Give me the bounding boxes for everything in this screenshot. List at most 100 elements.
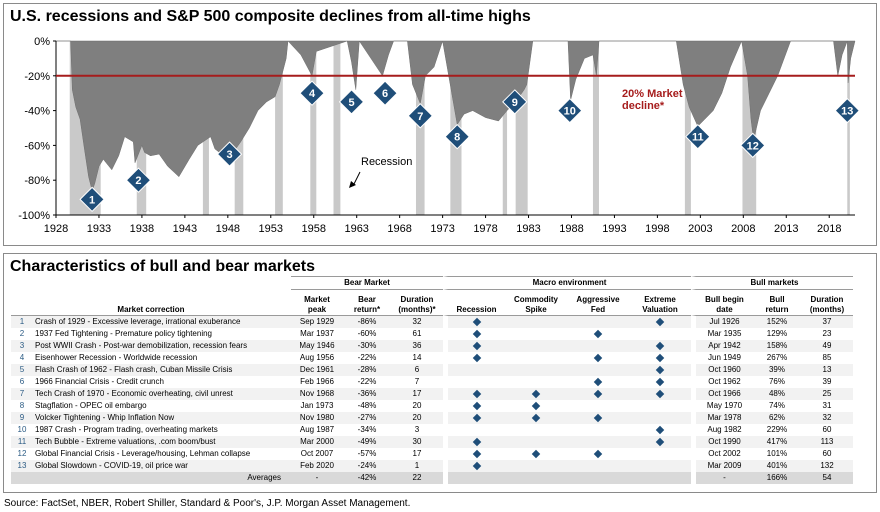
table-row: 4 Eisenhower Recession - Worldwide recess… [11,352,853,364]
cell-bear-duration: 20 [391,412,443,424]
cell-valuation [629,460,691,472]
valuation-diamond-icon [655,365,665,375]
x-tick-label: 1988 [559,223,583,235]
cell-market-peak: Mar 1937 [291,328,343,340]
x-tick-label: 1953 [259,223,283,235]
event-marker-diamond [557,97,583,124]
cell-bear-return: -60% [343,328,391,340]
event-marker-diamond [740,132,766,159]
cell-commodity [505,448,567,460]
cell-fed [567,316,629,328]
cell-bull-duration: 113 [801,436,853,448]
cell-valuation [629,388,691,400]
cell-market-peak: Aug 1956 [291,352,343,364]
cell-valuation [629,316,691,328]
x-tick-label: 1943 [173,223,197,235]
cell-commodity [505,340,567,352]
cell-bear-return: -57% [343,448,391,460]
recession-diamond-icon [472,413,481,423]
row-number: 9 [11,412,33,424]
y-tick-label: -80% [24,175,50,187]
cell-bull-return: 267% [753,352,801,364]
cell-bear-return: -49% [343,436,391,448]
cell-fed [567,340,629,352]
header-aggressive-fed: Aggressive Fed [567,290,629,316]
averages-label: Averages [11,472,291,484]
cell-commodity [505,412,567,424]
header-bull-begin: Bull begin date [691,290,753,316]
recession-band [333,41,341,215]
chart-panel: U.S. recessions and S&P 500 composite de… [3,3,877,246]
cell-bear-return: -27% [343,412,391,424]
cell-market-peak: Feb 2020 [291,460,343,472]
cell-bull-duration: 13 [801,364,853,376]
table-row: 10 1987 Crash - Program trading, overheat… [11,424,853,436]
cell-market-peak: Aug 1987 [291,424,343,436]
cell-bull-return: 101% [753,448,801,460]
event-marker-diamond [407,103,433,129]
cell-recession [443,412,505,424]
x-tick-label: 1928 [44,223,68,235]
y-tick-label: -100% [18,210,50,222]
cell-recession [443,328,505,340]
valuation-diamond-icon [655,389,665,399]
commodity-diamond-icon [531,413,541,423]
header-bear-return: Bear return* [343,290,391,316]
x-tick-label: 1978 [473,223,497,235]
row-number: 5 [11,364,33,376]
recession-diamond-icon [472,401,481,411]
cell-fed [567,328,629,340]
cell-commodity [505,328,567,340]
x-tick-label: 1948 [216,223,240,235]
header-bear-duration: Duration (months)* [391,290,443,316]
row-correction-name: Flash Crash of 1962 - Flash crash, Cuban… [33,364,291,376]
cell-valuation [629,328,691,340]
cell-market-peak: Sep 1929 [291,316,343,328]
row-number: 2 [11,328,33,340]
event-marker-diamond [79,186,105,213]
cell-bull-begin: Oct 1966 [691,388,753,400]
header-market-peak: Market peak [291,290,343,316]
cell-bull-return: 62% [753,412,801,424]
recession-band [310,41,317,215]
cell-bull-return: 76% [753,376,801,388]
cell-bull-return: 152% [753,316,801,328]
fed-diamond-icon [593,377,603,387]
recession-diamond-icon [472,437,481,447]
cell-bear-return: -48% [343,400,391,412]
cell-bear-return: -22% [343,376,391,388]
x-tick-label: 2008 [731,223,755,235]
row-number: 7 [11,388,33,400]
cell-bull-duration: 25 [801,388,853,400]
valuation-diamond-icon [655,437,665,447]
event-marker-diamond [372,80,398,106]
event-marker-label: 5 [348,97,354,109]
valuation-diamond-icon [655,317,665,327]
cell-commodity [505,364,567,376]
table-row: 6 1966 Financial Crisis - Credit crunch Fe… [11,376,853,388]
cell-bear-duration: 14 [391,352,443,364]
row-correction-name: Tech Crash of 1970 - Economic overheatin… [33,388,291,400]
cell-bull-duration: 85 [801,352,853,364]
table-row: 5 Flash Crash of 1962 - Flash crash, Cuba… [11,364,853,376]
cell-bull-duration: 23 [801,328,853,340]
x-tick-label: 1968 [387,223,411,235]
recession-band [502,41,508,215]
cell-bull-duration: 49 [801,340,853,352]
event-marker-label: 7 [417,111,423,123]
cell-market-peak: Jan 1973 [291,400,343,412]
event-marker-diamond [685,123,711,150]
avg-bear-duration: 22 [391,472,443,484]
cell-bull-duration: 39 [801,376,853,388]
cell-bull-begin: Oct 1962 [691,376,753,388]
header-bull-return: Bull return [753,290,801,316]
cell-bear-duration: 20 [391,400,443,412]
cell-bull-return: 129% [753,328,801,340]
x-tick-label: 1958 [301,223,325,235]
cell-fed [567,364,629,376]
row-correction-name: Global Financial Crisis - Leverage/housi… [33,448,291,460]
y-tick-label: -20% [24,71,50,83]
recession-band [592,41,599,215]
row-correction-name: Tech Bubble - Extreme valuations, .com b… [33,436,291,448]
row-correction-name: Crash of 1929 - Excessive leverage, irra… [33,316,291,328]
